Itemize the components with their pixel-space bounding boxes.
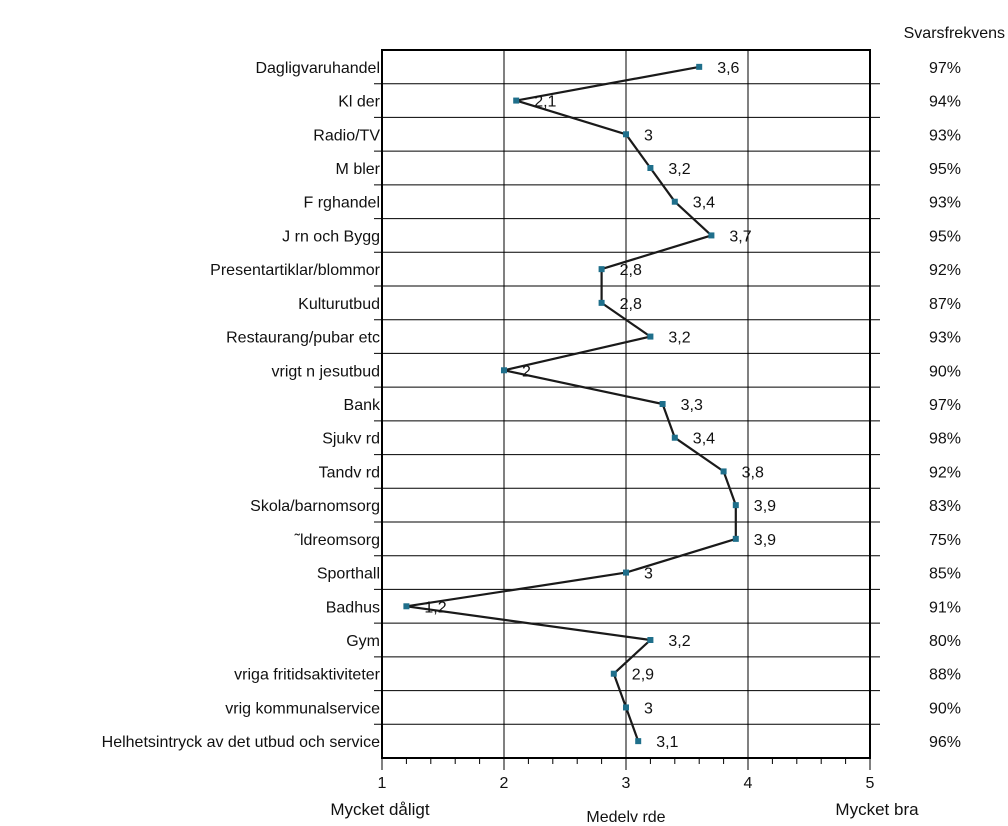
response-rate-label: 93% xyxy=(929,330,961,347)
category-label: Kulturutbud xyxy=(298,296,380,313)
response-rate-label: 90% xyxy=(929,700,961,717)
response-rate-label: 92% xyxy=(929,262,961,279)
value-label: 3 xyxy=(644,566,653,583)
x-tick-label: 5 xyxy=(866,775,875,792)
data-point xyxy=(623,131,629,138)
response-rate-label: 80% xyxy=(929,633,961,650)
response-rate-label: 83% xyxy=(929,498,961,515)
x-axis-high-label: Mycket bra xyxy=(835,800,919,819)
category-label: vriga fritidsaktiviteter xyxy=(234,667,380,684)
data-point xyxy=(732,535,739,542)
response-rate-label: 93% xyxy=(929,195,961,212)
value-label: 3,3 xyxy=(681,397,703,414)
value-label: 3,1 xyxy=(656,734,678,751)
response-rate-label: 94% xyxy=(929,94,961,111)
data-point xyxy=(501,367,507,374)
response-rate-label: 95% xyxy=(929,161,961,178)
data-point xyxy=(598,266,605,273)
value-label: 3 xyxy=(644,700,653,717)
category-label: Radio/TV xyxy=(313,127,380,144)
data-point xyxy=(610,670,617,677)
value-label: 3,7 xyxy=(729,228,751,245)
category-label: vrigt n jesutbud xyxy=(271,363,380,380)
data-points xyxy=(403,63,739,745)
data-point xyxy=(732,502,739,509)
response-rate-label: 97% xyxy=(929,60,961,77)
response-rate-label: 85% xyxy=(929,566,961,583)
category-label: ˜ldreomsorg xyxy=(294,532,380,549)
x-tick-label: 1 xyxy=(378,775,387,792)
category-label: Bank xyxy=(344,397,381,414)
x-tick-label: 3 xyxy=(622,775,631,792)
data-point xyxy=(598,299,605,306)
category-label: F rghandel xyxy=(304,195,381,212)
category-label: Presentartiklar/blommor xyxy=(210,262,381,279)
response-rate-label: 91% xyxy=(929,599,961,616)
response-rate-label: 95% xyxy=(929,228,961,245)
data-point xyxy=(635,738,642,745)
data-point xyxy=(720,468,727,475)
category-label: Helhetsintryck av det utbud och service xyxy=(102,734,380,751)
category-label: vrig kommunalservice xyxy=(225,700,380,717)
response-rate-label: 87% xyxy=(929,296,961,313)
response-rate-label: 88% xyxy=(929,667,961,684)
data-point xyxy=(671,434,678,441)
category-label: Sporthall xyxy=(317,566,380,583)
labels-layer: 1 2 3 4 5 3,6 Dagligvaruhandel 97% 2,1 Kl der 94% 3… xyxy=(102,60,961,792)
value-label: 3,6 xyxy=(717,60,739,77)
value-label: 2,9 xyxy=(632,667,654,684)
category-label: Tandv rd xyxy=(319,464,380,481)
data-point xyxy=(647,333,654,340)
data-point xyxy=(647,637,654,643)
response-rate-label: 97% xyxy=(929,397,961,414)
category-label: Sjukv rd xyxy=(322,431,380,448)
response-rate-label: 93% xyxy=(929,127,961,144)
response-rate-label: 75% xyxy=(929,532,961,549)
data-point xyxy=(403,603,410,610)
value-label: 2 xyxy=(522,363,531,380)
data-point xyxy=(623,704,629,711)
data-point xyxy=(671,198,678,205)
value-label: 2,1 xyxy=(534,94,556,111)
data-point xyxy=(623,569,629,576)
x-axis-title: Medelv rde xyxy=(586,809,665,826)
x-tick-label: 2 xyxy=(500,775,509,792)
response-rate-label: 98% xyxy=(929,431,961,448)
value-label: 3,2 xyxy=(668,633,690,650)
category-label: Badhus xyxy=(326,599,380,616)
value-label: 3,4 xyxy=(693,431,715,448)
value-label: 3,8 xyxy=(742,464,764,481)
value-label: 3,4 xyxy=(693,195,715,212)
data-point xyxy=(513,97,520,104)
x-axis-low-label: Mycket dåligt xyxy=(330,800,429,819)
data-point xyxy=(696,63,703,70)
data-point xyxy=(708,232,715,239)
category-label: Dagligvaruhandel xyxy=(255,60,380,77)
response-rate-label: 92% xyxy=(929,464,961,481)
response-rate-label: 90% xyxy=(929,363,961,380)
data-point xyxy=(659,401,666,407)
category-label: Kl der xyxy=(338,94,380,111)
value-label: 3 xyxy=(644,127,653,144)
category-label: Restaurang/pubar etc xyxy=(226,330,380,347)
value-label: 3,9 xyxy=(754,532,776,549)
value-label: 2,8 xyxy=(620,262,642,279)
value-label: 1,2 xyxy=(424,599,446,616)
category-label: J rn och Bygg xyxy=(282,228,380,245)
value-label: 2,8 xyxy=(620,296,642,313)
data-point xyxy=(647,165,654,171)
response-rate-header: Svarsfrekvens xyxy=(904,25,1005,42)
x-tick-label: 4 xyxy=(744,775,753,792)
category-label: M bler xyxy=(336,161,381,178)
value-label: 3,2 xyxy=(668,161,690,178)
value-label: 3,9 xyxy=(754,498,776,515)
category-label: Gym xyxy=(346,633,380,650)
value-label: 3,2 xyxy=(668,330,690,347)
grid-lines xyxy=(374,49,880,770)
category-label: Skola/barnomsorg xyxy=(250,498,380,515)
response-rate-label: 96% xyxy=(929,734,961,751)
